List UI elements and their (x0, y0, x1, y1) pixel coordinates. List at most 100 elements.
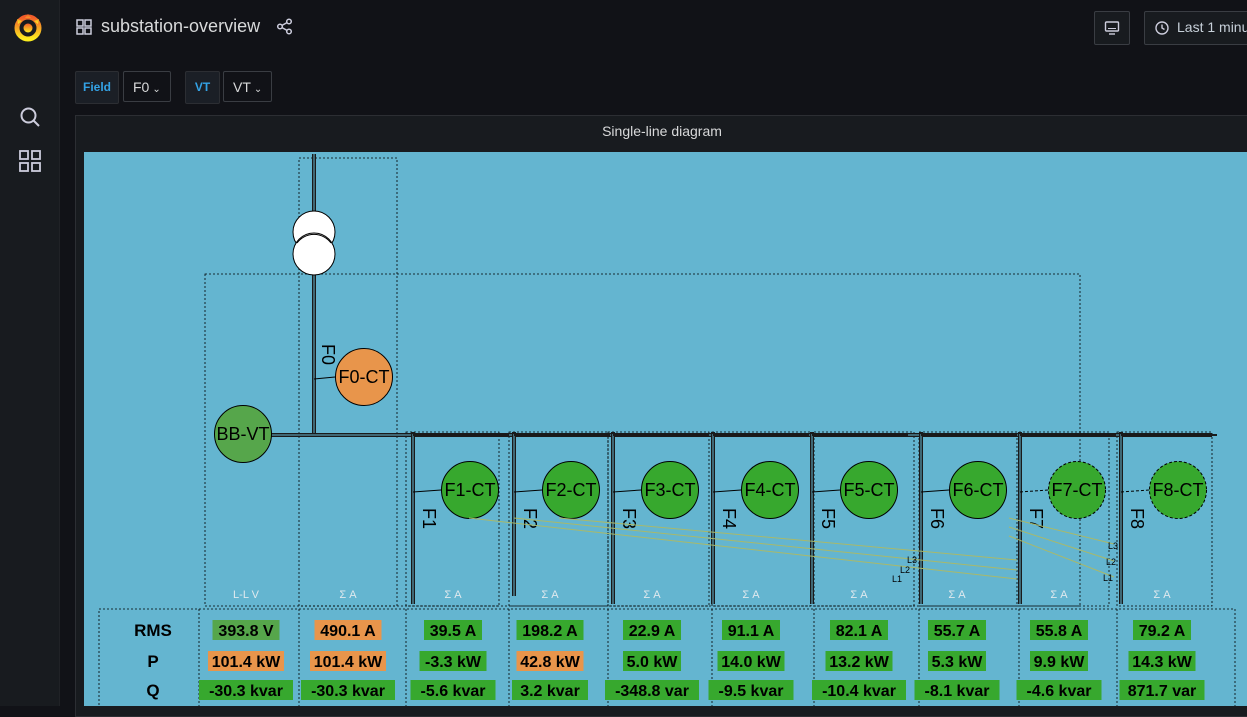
value-rms: 393.8 V (218, 623, 273, 640)
value-q: -5.6 kvar (421, 683, 486, 700)
value-cell-bg (314, 620, 382, 640)
value-cell-bg (708, 680, 794, 700)
ct-node-f5[interactable] (840, 461, 898, 519)
value-cell-bg (199, 680, 293, 700)
column-header: L-L V (233, 589, 260, 601)
ct-label-f4: F4-CT (745, 480, 796, 500)
value-cell-bg (722, 620, 780, 640)
value-cell-bg (1133, 620, 1191, 640)
value-cell-bg (825, 651, 893, 671)
dashboard-title[interactable]: substation-overview (101, 16, 261, 36)
dashboard-grid-icon (76, 19, 92, 35)
phase-label-l2-b: L2 (1106, 557, 1116, 567)
ct-node-f2[interactable] (542, 461, 600, 519)
variable-value-vt: VT (233, 79, 251, 95)
value-cell-bg (310, 651, 386, 671)
value-q: 871.7 var (1128, 683, 1197, 700)
phase-label-l2-a: L2 (900, 565, 910, 575)
variable-label-field: Field (75, 71, 119, 104)
column-header: Σ A (742, 589, 760, 601)
diagram-background (84, 152, 1247, 706)
value-p: 9.9 kW (1034, 654, 1086, 671)
value-cell-bg (419, 651, 487, 671)
values-table-frame (98, 608, 1236, 706)
ct-lead (612, 489, 642, 493)
column-header: Σ A (1050, 589, 1068, 601)
row-label-rms: RMS (134, 621, 172, 640)
panel-title[interactable]: Single-line diagram (602, 123, 722, 139)
ct-label-f1: F1-CT (445, 480, 496, 500)
value-p: 42.8 kW (520, 654, 580, 671)
transformer-frame (298, 157, 398, 607)
variable-label-vt: VT (185, 71, 220, 104)
column-header: Σ A (643, 589, 661, 601)
ct-node-f8[interactable] (1149, 461, 1207, 519)
value-cell-bg (928, 620, 986, 640)
tv-mode-button[interactable] (1094, 11, 1130, 45)
grafana-logo-icon[interactable] (12, 11, 44, 43)
ct-node-f6[interactable] (949, 461, 1007, 519)
value-q: -10.4 kvar (822, 683, 896, 700)
value-q: 3.2 kvar (520, 683, 580, 700)
bb-vt-label: BB-VT (216, 424, 269, 444)
value-cell-bg (928, 651, 986, 671)
ct-lead (412, 489, 442, 493)
value-cell-bg (717, 651, 785, 671)
value-q: -4.6 kvar (1027, 683, 1092, 700)
value-cell-bg (212, 620, 280, 640)
clock-icon (1155, 21, 1169, 35)
column-header: Σ A (339, 589, 357, 601)
sidebar (0, 0, 60, 706)
ct-node-f3[interactable] (641, 461, 699, 519)
phase-label-l1-a: L1 (892, 574, 902, 584)
value-rms: 82.1 A (836, 623, 883, 640)
feeder-label-f6: F6 (927, 508, 947, 529)
ct-label-f6: F6-CT (953, 480, 1004, 500)
ct-lead (513, 489, 543, 493)
column-header: Σ A (541, 589, 559, 601)
f0-ct-label: F0-CT (339, 367, 390, 387)
value-cell-bg (516, 620, 584, 640)
column-header: Σ A (444, 589, 462, 601)
row-label-q: Q (146, 681, 159, 700)
ct-label-f8: F8-CT (1153, 480, 1204, 500)
time-range-label: Last 1 minu (1177, 19, 1247, 35)
value-cell-bg (623, 651, 681, 671)
top-navbar: substation-overview Last 1 minu (60, 0, 1247, 56)
f0-ct-lead (313, 376, 336, 380)
value-q: -30.3 kvar (209, 683, 283, 700)
bb-vt-node[interactable] (214, 405, 272, 463)
variable-select-vt[interactable]: VT ⌄ (223, 71, 272, 102)
time-range-picker[interactable]: Last 1 minu (1144, 11, 1247, 45)
tv-mode-icon (1104, 21, 1120, 35)
ct-lead (811, 489, 841, 493)
value-rms: 55.8 A (1036, 623, 1083, 640)
column-header: Σ A (948, 589, 966, 601)
value-cell-bg (812, 680, 906, 700)
f0-ct-node[interactable] (335, 348, 393, 406)
feeder-label-f8: F8 (1127, 508, 1147, 529)
value-rms: 91.1 A (728, 623, 775, 640)
transformer-winding-bottom (292, 232, 336, 276)
feeder-label-f7: F7 (1026, 508, 1046, 529)
value-p: 101.4 kW (212, 654, 281, 671)
value-cell-bg (605, 680, 699, 700)
feeder-label-f4: F4 (719, 508, 739, 529)
column-header: Σ A (850, 589, 868, 601)
value-q: -348.8 var (615, 683, 689, 700)
search-icon[interactable] (18, 105, 42, 129)
feeder-label-f5: F5 (818, 508, 838, 529)
value-rms: 55.7 A (934, 623, 981, 640)
ct-node-f4[interactable] (741, 461, 799, 519)
feeder-frame (405, 431, 500, 607)
ct-label-f3: F3-CT (645, 480, 696, 500)
share-icon[interactable] (276, 18, 293, 35)
ct-node-f7[interactable] (1048, 461, 1106, 519)
value-cell-bg (830, 620, 888, 640)
value-cell-bg (1128, 651, 1196, 671)
feeder-frame (508, 431, 609, 607)
value-rms: 22.9 A (629, 623, 676, 640)
dashboards-icon[interactable] (18, 149, 42, 173)
variable-select-field[interactable]: F0 ⌄ (123, 71, 171, 102)
value-q: -8.1 kvar (925, 683, 990, 700)
